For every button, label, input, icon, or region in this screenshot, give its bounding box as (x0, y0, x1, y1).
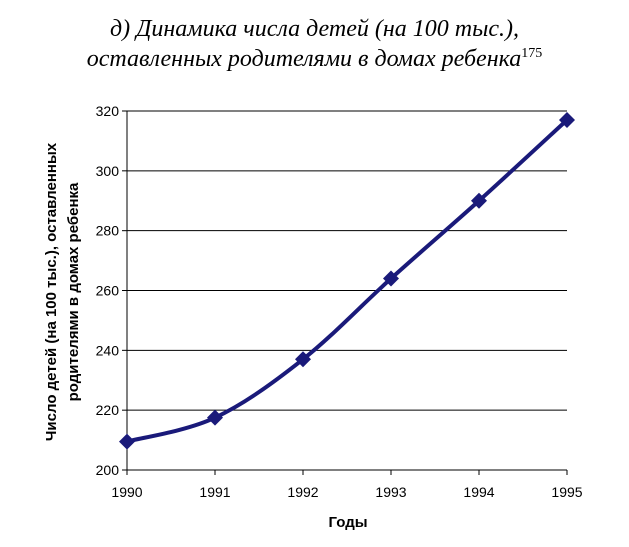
y-tick-label-240: 240 (96, 342, 120, 358)
y-axis-title-line-2: родителями в домах ребенка (65, 182, 82, 401)
chart-title-line-2-text: оставленных родителями в домах ребенка (86, 46, 522, 72)
y-tick-label-320: 320 (96, 103, 120, 119)
data-point-1995 (559, 111, 575, 128)
y-tick-label-220: 220 (96, 402, 120, 418)
chart-title: д) Динамика числа детей (на 100 тыс.), о… (0, 14, 629, 74)
x-tick-labels: 1990 1991 1992 1993 1994 1995 (111, 484, 582, 500)
x-tick-label-1993: 1993 (375, 484, 406, 500)
data-point-1991 (207, 409, 223, 426)
axes (126, 111, 568, 475)
y-tick-label-260: 260 (96, 283, 120, 299)
title-footnote-marker: 175 (521, 46, 543, 61)
x-tick-label-1991: 1991 (199, 484, 230, 500)
y-tick-label-300: 300 (96, 163, 120, 179)
x-tick-label-1990: 1990 (111, 484, 142, 500)
data-point-1993 (383, 270, 399, 287)
grid-lines (122, 110, 567, 471)
data-point-1990 (119, 433, 135, 450)
data-point-1994 (471, 192, 487, 209)
y-tick-label-280: 280 (96, 223, 120, 239)
y-axis-title-line-1: Число детей (на 100 тыс.), оставленных (43, 142, 60, 441)
chart-title-line-1: д) Динамика числа детей (на 100 тыс.), (110, 16, 519, 42)
x-tick-label-1994: 1994 (463, 484, 494, 500)
x-axis-title: Годы (328, 514, 367, 531)
series-line-0 (126, 118, 569, 444)
x-tick-label-1992: 1992 (287, 484, 318, 500)
y-tick-labels: 200 220 240 260 280 300 320 (96, 103, 120, 478)
y-tick-label-200: 200 (96, 462, 120, 478)
x-tick-label-1995: 1995 (551, 484, 582, 500)
chart-title-line-2: оставленных родителями в домах ребенка17… (0, 44, 629, 74)
data-point-1992 (295, 351, 311, 368)
data-series (119, 111, 575, 450)
